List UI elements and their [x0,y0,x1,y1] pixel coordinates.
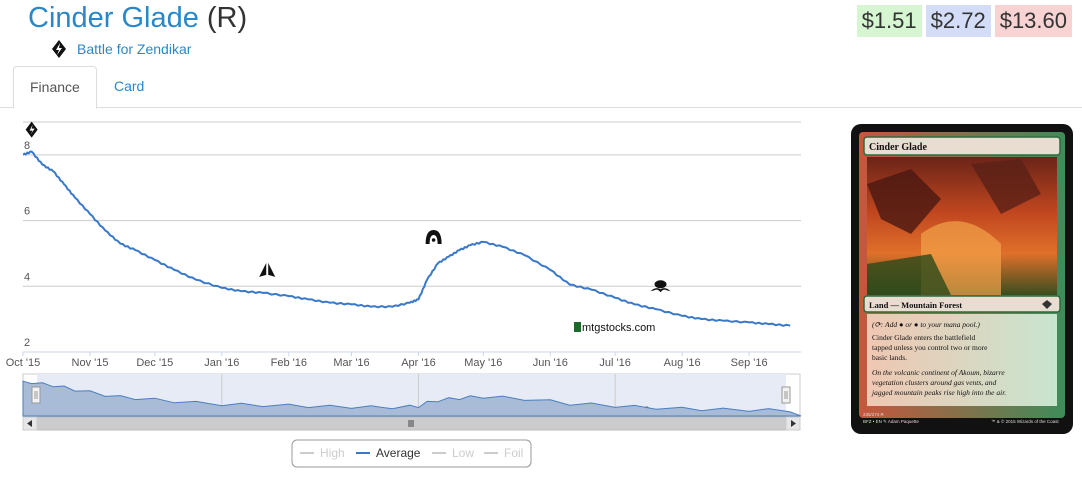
legend-item-foil[interactable]: Foil [484,446,523,460]
scrollbar[interactable] [22,416,801,431]
svg-text:BFZ • EN ✎ Adam Paquette: BFZ • EN ✎ Adam Paquette [863,419,919,424]
watermark: mtgstocks.com [574,322,655,334]
x-tick-label: Oct '15 [6,357,41,369]
x-tick-label: Nov '15 [72,357,109,369]
chevron-right-icon [791,420,796,427]
navigator-handle-left[interactable] [31,386,41,404]
svg-text:Land — Mountain Forest: Land — Mountain Forest [869,300,962,310]
y-tick-label: 4 [24,271,30,283]
x-tick-label: Jul '16 [599,357,630,369]
legend-item-low[interactable]: Low [432,446,474,460]
set-markers [25,121,671,293]
y-tick-label: 2 [24,337,30,349]
x-tick-label: Sep '16 [731,357,768,369]
card-image-name: Cinder Glade [869,142,927,153]
grid [23,121,801,353]
x-tick-label: Jun '16 [533,357,568,369]
x-tick-label: Aug '16 [664,357,701,369]
svg-text:(⟳: Add ● or ● to your mana po: (⟳: Add ● or ● to your mana pool.) Cinde… [871,320,1007,397]
price-high: $13.60 [994,5,1072,37]
ogw-set-icon [259,262,276,277]
bfz-set-icon [52,40,66,58]
navigator-area [22,380,802,417]
x-tick-label: Dec '15 [136,357,173,369]
card-rarity: (R) [206,2,248,34]
y-axis: 2 4 6 8 [24,140,30,349]
legend-item-average[interactable]: Average [356,446,421,460]
emn-set-icon [650,280,671,293]
legend-label-average: Average [376,446,421,460]
x-tick-label: Apr '16 [401,357,436,369]
svg-text:™ & © 2015 Wizards of the Coas: ™ & © 2015 Wizards of the Coast [991,418,1059,424]
mtgstocks-logo-icon [574,322,581,332]
y-tick-label: 6 [24,206,30,218]
price-chart: 2 4 6 8 Oct '15 Nov '15 Dec '15 Jan '16 Feb '16… [6,121,802,468]
svg-text:235/274 R: 235/274 R [863,412,885,417]
chevron-left-icon [27,420,32,427]
legend-label-low: Low [452,446,474,460]
card-image[interactable]: Cinder Glade Land — Mountain Forest (⟳: … [851,124,1073,434]
tab-bar: Finance Card [0,66,1082,109]
legend: High Average Low Foil [291,439,532,468]
x-tick-label: Mar '16 [333,357,369,369]
watermark-text: mtgstocks.com [582,322,655,334]
set-row: Battle for Zendikar [52,40,191,58]
card-type-bar [863,295,1061,313]
navigator-handle-right[interactable] [781,386,791,404]
legend-box [291,439,532,468]
card-name-bar [863,136,1061,156]
legend-label-high: High [320,446,345,460]
set-link[interactable]: Battle for Zendikar [77,41,192,57]
soi-set-icon [425,230,442,244]
price-low: $1.51 [856,5,922,37]
price-average: $2.72 [925,5,991,37]
card-name[interactable]: Cinder Glade [28,2,199,34]
x-tick-label: Jan '16 [204,357,239,369]
card-title: Cinder Glade (R) [28,2,247,35]
tab-finance[interactable]: Finance [13,66,97,109]
price-boxes: $1.51 $2.72 $13.60 [853,5,1072,37]
series-line-average [23,150,791,327]
card-text-box [867,314,1057,406]
x-tick-label: Feb '16 [271,357,307,369]
x-tick-label: May '16 [464,357,502,369]
legend-item-high[interactable]: High [300,446,345,460]
legend-label-foil: Foil [504,446,523,460]
y-tick-label: 8 [24,140,30,152]
tab-card[interactable]: Card [114,78,145,94]
bfz-set-icon [25,121,38,138]
x-axis: Oct '15 Nov '15 Dec '15 Jan '16 Feb '16 Mar '… [6,351,801,369]
